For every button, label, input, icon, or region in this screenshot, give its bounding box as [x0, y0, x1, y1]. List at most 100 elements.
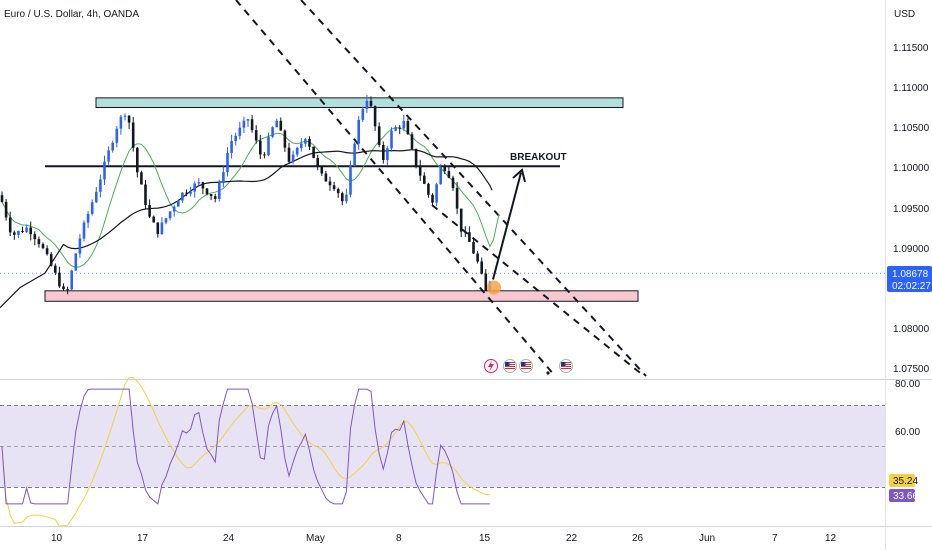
- time-tick: 17: [137, 533, 149, 544]
- candle-body: [193, 183, 196, 192]
- candle-body: [349, 165, 352, 195]
- candle-body: [246, 119, 250, 121]
- candle-body: [230, 141, 233, 153]
- time-axis[interactable]: 10 17 24 May 8 15 22 26 Jun 7 12: [51, 533, 837, 544]
- candle-body: [332, 185, 336, 190]
- us-flag-icon[interactable]: [519, 359, 533, 373]
- candle-body: [37, 239, 41, 245]
- flag-stripe: [505, 364, 515, 365]
- candle-body: [476, 253, 479, 262]
- candle-body: [300, 143, 303, 148]
- candle-body: [451, 177, 455, 189]
- candle-body: [468, 232, 471, 242]
- flag-stripe: [521, 368, 531, 369]
- candle-body: [90, 202, 94, 214]
- candle-body: [62, 286, 65, 290]
- candle-body: [287, 147, 291, 162]
- time-tick: 8: [396, 533, 402, 544]
- price-tick: 1.09500: [893, 204, 930, 215]
- candle-body: [156, 222, 160, 235]
- time-tick: 26: [632, 533, 644, 544]
- candle-body: [58, 272, 61, 287]
- channel-line[interactable]: [235, 0, 556, 377]
- flag-stripe: [505, 362, 515, 363]
- candle-body: [13, 232, 16, 235]
- candle-body: [283, 130, 287, 148]
- candle-body: [263, 154, 266, 156]
- candle-body: [189, 191, 192, 194]
- flag-stripe: [505, 368, 515, 369]
- price-axis[interactable]: 1.11500 1.11000 1.10500 1.10000 1.09500 …: [893, 43, 930, 375]
- breakout-label[interactable]: BREAKOUT: [510, 152, 567, 163]
- breakout-arrow[interactable]: [492, 172, 522, 280]
- lightning-icon[interactable]: [484, 359, 498, 373]
- channel-layer: [45, 0, 647, 377]
- candle-body: [160, 222, 164, 235]
- candle-body: [17, 230, 20, 235]
- candle-body: [99, 179, 102, 192]
- candle-body: [279, 120, 283, 131]
- candle-body: [271, 127, 274, 137]
- price-marker[interactable]: [487, 280, 501, 295]
- candle-body: [328, 181, 332, 186]
- candle-body: [275, 120, 278, 128]
- candle-body: [127, 115, 131, 123]
- candle-body: [226, 152, 229, 173]
- candle-body: [0, 195, 4, 202]
- candle-body: [107, 150, 110, 162]
- candle-body: [136, 147, 139, 173]
- candle-body: [218, 182, 221, 199]
- us-flag-icon[interactable]: [503, 359, 517, 373]
- event-dot: [546, 371, 550, 375]
- candle-body: [439, 167, 442, 185]
- candle-body: [431, 194, 434, 203]
- flag-stripe: [521, 364, 531, 365]
- resistance-zone[interactable]: [95, 97, 624, 109]
- candle-body: [308, 138, 311, 147]
- rsi-pane: [0, 377, 885, 527]
- flag-stripe: [561, 368, 571, 369]
- current-price-tag: 1.08678 02:02:27: [887, 266, 932, 292]
- candle-body: [111, 142, 114, 151]
- symbol-title: Euro / U.S. Dollar, 4h, OANDA: [4, 9, 139, 20]
- candle-body: [365, 100, 369, 109]
- support-zone[interactable]: [44, 290, 639, 302]
- candle-body: [4, 201, 8, 218]
- price-tick: 1.10000: [893, 163, 930, 174]
- candle-body: [33, 234, 37, 240]
- price-tick: 1.07500: [893, 364, 930, 375]
- candle-body: [213, 196, 217, 199]
- channel-line[interactable]: [431, 204, 645, 377]
- candle-body: [464, 231, 467, 233]
- candle-body: [82, 222, 86, 239]
- rsi-value-tag: [889, 474, 915, 487]
- candle-body: [353, 143, 356, 166]
- flag-stripe: [521, 362, 531, 363]
- candle-body: [21, 230, 24, 232]
- time-tick: 12: [825, 533, 837, 544]
- candle-body: [373, 106, 377, 127]
- candle-body: [152, 216, 155, 223]
- rsi-ma-line: [1, 377, 490, 527]
- candle-body: [86, 213, 90, 223]
- rsi-ma-tag: [889, 489, 915, 502]
- current-price-value: 1.08678: [892, 269, 929, 280]
- candle-body: [377, 126, 381, 146]
- time-tick: 24: [223, 533, 235, 544]
- time-tick: May: [306, 533, 325, 544]
- candle-body: [115, 128, 119, 143]
- rsi-tick: 80.00: [895, 379, 920, 390]
- rsi-axis[interactable]: 80.00 60.00 35.24 33.66: [889, 379, 920, 502]
- candle-body: [435, 184, 438, 203]
- candle-body: [414, 148, 418, 167]
- candle-body: [398, 127, 401, 129]
- us-flag-icon[interactable]: [559, 359, 573, 373]
- candle-body: [172, 206, 176, 212]
- price-tick: 1.09000: [893, 244, 930, 255]
- candle-body: [291, 154, 295, 162]
- candle-body: [164, 218, 168, 223]
- flag-stripe: [561, 366, 571, 367]
- candle-body: [49, 254, 53, 266]
